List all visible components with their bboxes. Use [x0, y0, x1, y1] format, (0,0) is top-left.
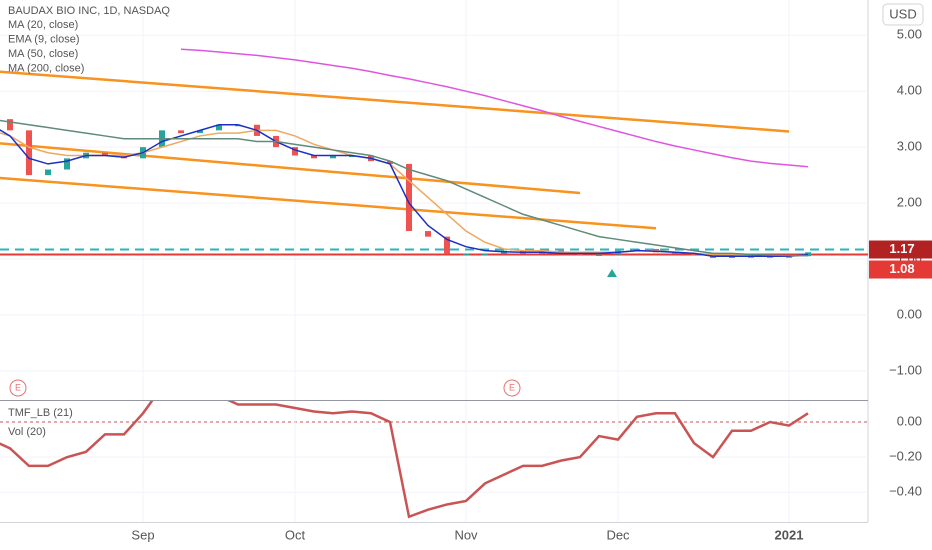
price-tag — [869, 240, 932, 259]
trendline — [0, 70, 790, 133]
candle — [425, 231, 431, 237]
y-tick-label: 2.00 — [897, 195, 922, 210]
candle — [292, 147, 298, 156]
currency: USD — [889, 6, 916, 21]
candle — [7, 119, 13, 131]
y-tick-label: 5.00 — [897, 27, 922, 42]
candle — [197, 130, 203, 134]
earnings-marker — [503, 379, 521, 397]
y2-tick-label: −0.40 — [889, 484, 922, 499]
candle — [45, 169, 51, 176]
trendline — [0, 176, 657, 230]
candle — [178, 130, 184, 134]
legend-entry: TMF_LB (21) — [8, 407, 73, 419]
candle — [216, 124, 222, 131]
candle — [634, 248, 640, 251]
price-tag-label: 1.08 — [889, 261, 914, 276]
candle — [102, 152, 108, 156]
main-pane — [0, 0, 868, 400]
candle — [26, 130, 32, 176]
candle — [805, 252, 811, 257]
legend-entry: MA (200, close) — [8, 62, 84, 74]
earnings-label: E — [509, 382, 515, 392]
signal-triangle — [607, 269, 617, 277]
y-tick-label: −1.00 — [889, 362, 922, 377]
currency-button[interactable] — [882, 3, 924, 26]
y-tick-label: 0.00 — [897, 306, 922, 321]
candle — [387, 161, 393, 164]
volume-label: Vol (20) — [8, 426, 46, 438]
y-tick-label: 3.00 — [897, 139, 922, 154]
candle — [482, 253, 488, 255]
x-tick-label: Oct — [285, 527, 306, 542]
x-tick-label: Sep — [131, 527, 154, 542]
candle — [330, 155, 336, 159]
price-tag-label: 1.17 — [889, 241, 914, 256]
earnings-label: E — [15, 382, 21, 392]
candle — [463, 253, 469, 255]
legend-entry: EMA (9, close) — [8, 33, 80, 45]
chart-title: BAUDAX BIO INC, 1D, NASDAQ — [8, 5, 170, 17]
candle — [729, 256, 735, 258]
y2-tick-label: −0.20 — [889, 449, 922, 464]
trendline — [0, 142, 581, 195]
y-tick-label: 4.00 — [897, 83, 922, 98]
x-tick-label: Nov — [454, 527, 478, 542]
legend-entry: MA (50, close) — [8, 48, 78, 60]
indicator-pane — [0, 401, 868, 522]
y2-tick-label: 0.00 — [897, 413, 922, 428]
candle — [406, 163, 412, 232]
legend-entry: MA (20, close) — [8, 19, 78, 31]
candle — [311, 155, 317, 159]
series-line — [0, 119, 808, 257]
series-line — [0, 124, 809, 257]
x-tick-label: 2021 — [775, 527, 804, 542]
candle — [596, 254, 602, 257]
earnings-marker — [9, 379, 27, 397]
x-tick-label: Dec — [606, 527, 630, 542]
candle — [444, 236, 450, 254]
series-line — [0, 401, 809, 519]
candle — [64, 158, 70, 170]
series-line — [180, 48, 809, 168]
price-tag — [869, 260, 932, 279]
